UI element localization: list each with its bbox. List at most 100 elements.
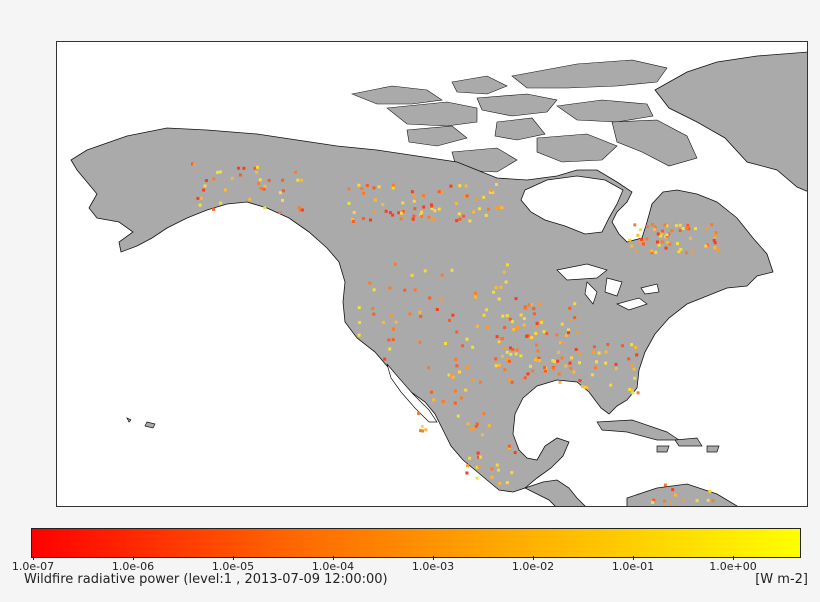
fire-pixel — [468, 219, 472, 223]
fire-pixel — [384, 209, 388, 213]
fire-pixel — [527, 303, 531, 307]
fire-pixel — [454, 357, 458, 361]
fire-pixel — [524, 307, 528, 310]
colorbar-tick-mark — [633, 556, 634, 560]
colorbar-tick-label: 1.0e-06 — [111, 560, 155, 573]
fire-pixel — [686, 223, 690, 227]
fire-pixel — [529, 303, 533, 306]
fire-pixel — [420, 210, 424, 214]
fire-pixel — [593, 366, 597, 370]
fire-pixel — [572, 370, 576, 374]
fire-pixel — [450, 268, 454, 272]
fire-pixel — [630, 244, 634, 248]
fire-pixel — [653, 225, 657, 229]
fire-pixel — [267, 178, 271, 182]
fire-pixel — [650, 249, 654, 253]
fire-pixel — [570, 356, 574, 360]
fire-pixel — [495, 183, 498, 186]
fire-pixel — [410, 190, 414, 194]
fire-pixel — [487, 207, 491, 211]
fire-pixel — [543, 369, 547, 373]
fire-pixel — [630, 343, 634, 347]
fire-pixel — [677, 250, 681, 254]
fire-pixel — [564, 364, 568, 368]
fire-pixel — [534, 331, 538, 335]
fire-pixel — [411, 217, 415, 221]
fire-pixel — [564, 333, 568, 337]
fire-pixel — [573, 316, 577, 320]
fire-pixel — [522, 317, 526, 320]
fire-pixel — [475, 422, 479, 426]
fire-pixel — [708, 489, 712, 493]
fire-pixel — [560, 356, 564, 360]
fire-pixel — [568, 306, 572, 310]
fire-pixel — [595, 360, 598, 364]
fire-pixel — [430, 390, 433, 394]
fire-pixel — [507, 444, 511, 448]
fire-pixel — [606, 343, 610, 346]
fire-pixel — [574, 348, 578, 351]
fire-pixel — [508, 317, 512, 321]
fire-pixel — [558, 380, 562, 384]
fire-pixel — [535, 343, 538, 347]
fire-pixel — [636, 233, 640, 237]
colorbar-tick-label: 1.0e-03 — [411, 560, 455, 573]
fire-pixel — [412, 199, 416, 203]
fire-pixel — [526, 372, 530, 376]
fire-pixel — [403, 288, 407, 292]
fire-pixel — [437, 207, 441, 211]
fire-pixel — [421, 429, 424, 433]
fire-pixel — [650, 222, 654, 226]
fire-pixel — [682, 499, 686, 503]
fire-pixel — [462, 214, 466, 218]
fire-pixel — [471, 378, 475, 382]
fire-pixel — [440, 273, 444, 277]
fire-pixel — [296, 178, 300, 182]
colorbar-tick-label: 1.0e-04 — [311, 560, 355, 573]
fire-pixel — [352, 210, 356, 214]
fire-pixel — [609, 383, 613, 387]
fire-pixel — [383, 357, 387, 361]
fire-pixel — [687, 227, 691, 231]
fire-pixel — [365, 184, 369, 187]
fire-pixel — [500, 337, 503, 341]
colorbar-tick-mark — [133, 556, 134, 560]
fire-pixel — [663, 483, 667, 487]
fire-pixel — [422, 205, 426, 209]
fire-pixel — [583, 385, 587, 389]
fire-pixel — [230, 176, 234, 180]
fire-pixel — [645, 237, 649, 241]
fire-pixel — [534, 358, 537, 362]
fire-pixel — [581, 385, 585, 388]
fire-pixel — [638, 228, 642, 232]
north-america-map — [57, 42, 807, 506]
fire-pixel — [659, 234, 663, 238]
fire-pixel — [390, 314, 394, 318]
fire-pixel — [362, 191, 366, 195]
colorbar — [31, 528, 801, 558]
fire-pixel — [503, 368, 507, 372]
fire-pixel — [418, 310, 422, 314]
fire-pixel — [410, 273, 414, 277]
fire-pixel — [505, 481, 509, 485]
fire-pixel — [393, 262, 397, 266]
fire-pixel — [368, 281, 372, 285]
fire-pixel — [430, 203, 433, 207]
fire-pixel — [676, 242, 679, 246]
fire-pixel — [711, 499, 715, 503]
fire-pixel — [454, 202, 458, 205]
fire-pixel — [497, 297, 501, 301]
fire-pixel — [482, 412, 486, 416]
fire-pixel — [516, 325, 519, 329]
fire-pixel — [218, 170, 222, 174]
fire-pixel — [490, 475, 494, 479]
fire-pixel — [637, 240, 641, 244]
fire-pixel — [705, 226, 709, 230]
fire-pixel — [391, 183, 395, 187]
fire-pixel — [665, 224, 669, 228]
fire-pixel — [466, 464, 470, 468]
fire-pixel — [391, 338, 395, 342]
fire-pixel — [491, 191, 495, 194]
fire-pixel — [401, 201, 405, 205]
fire-pixel — [495, 463, 499, 467]
